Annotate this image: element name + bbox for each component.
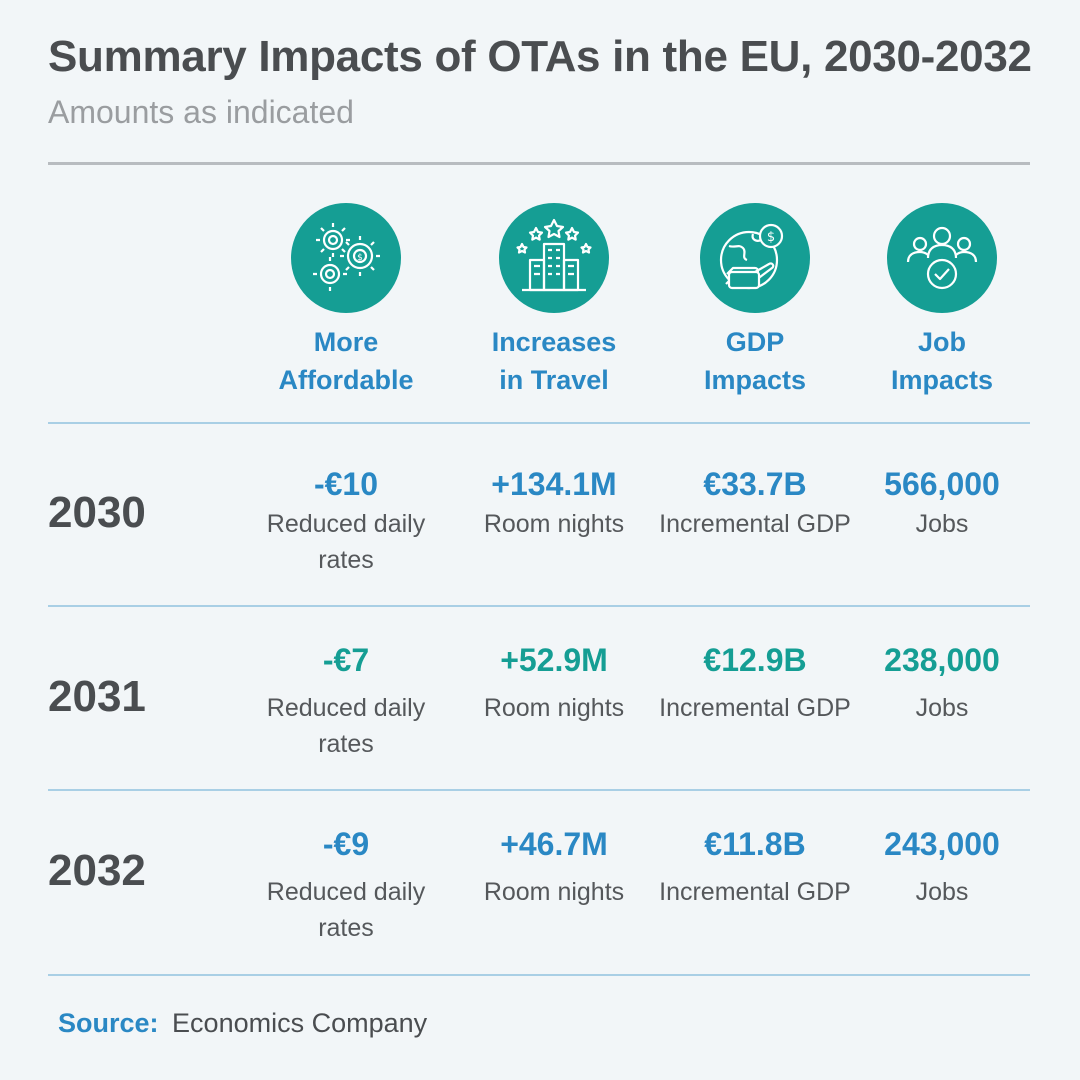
row-divider — [48, 422, 1030, 424]
cell-description: Room nights — [483, 878, 625, 906]
column-header-jobs: Job Impacts — [842, 203, 1042, 399]
column-header-affordable: $ More Affordable — [246, 203, 446, 399]
cell-description: Jobs — [915, 510, 969, 538]
cell-value: €11.8B — [704, 826, 806, 862]
row-divider — [48, 605, 1030, 607]
cell-description: Reduced daily rates — [266, 694, 426, 758]
table-cell: 243,000 Jobs — [842, 824, 1042, 910]
cell-value: -€10 — [313, 466, 379, 502]
cell-value: -€7 — [322, 642, 370, 678]
cell-description: Jobs — [915, 694, 969, 722]
cell-value: +52.9M — [500, 642, 608, 678]
cell-description: Reduced daily rates — [266, 878, 426, 942]
table-cell: -€7 Reduced daily rates — [246, 640, 446, 762]
hotel-stars-icon — [499, 203, 609, 313]
table-cell: €33.7B Incremental GDP — [655, 464, 855, 542]
cell-description: Jobs — [915, 878, 969, 906]
table-cell: -€9 Reduced daily rates — [246, 824, 446, 946]
cell-description: Incremental GDP — [659, 510, 851, 538]
year-label-2031: 2031 — [48, 672, 146, 721]
year-label-2032: 2032 — [48, 846, 146, 895]
source-label: Source: — [58, 1008, 159, 1038]
cell-value: €12.9B — [703, 642, 807, 678]
column-label: Job Impacts — [890, 327, 994, 395]
cell-description: Room nights — [483, 694, 625, 722]
table-cell: +134.1M Room nights — [454, 464, 654, 542]
column-header-gdp: $ GDP Impacts — [655, 203, 855, 399]
table-cell: €11.8B Incremental GDP — [655, 824, 855, 910]
source-text: Economics Company — [172, 1008, 428, 1038]
column-label: GDP Impacts — [703, 327, 807, 395]
gears-dollar-icon: $ — [291, 203, 401, 313]
cell-value: +46.7M — [500, 826, 608, 862]
cell-value: +134.1M — [491, 466, 617, 502]
table-cell: 566,000 Jobs — [842, 464, 1042, 542]
table-cell: 238,000 Jobs — [842, 640, 1042, 726]
cell-value: 238,000 — [884, 642, 1000, 678]
source-note: Source: Economics Company — [58, 1008, 427, 1039]
header-divider — [48, 162, 1030, 165]
cell-value: €33.7B — [703, 466, 807, 502]
table-cell: +46.7M Room nights — [454, 824, 654, 910]
cell-value: 243,000 — [884, 826, 1000, 862]
cell-description: Incremental GDP — [659, 694, 851, 722]
table-cell: €12.9B Incremental GDP — [655, 640, 855, 726]
svg-text:$: $ — [767, 230, 775, 245]
page-subtitle: Amounts as indicated — [48, 94, 354, 130]
cell-value: -€9 — [322, 826, 370, 862]
row-divider — [48, 974, 1030, 976]
row-divider — [48, 789, 1030, 791]
column-label: Increases in Travel — [491, 327, 617, 395]
cell-value: 566,000 — [884, 466, 1000, 502]
table-cell: +52.9M Room nights — [454, 640, 654, 726]
cell-description: Room nights — [483, 510, 625, 538]
year-label-2030: 2030 — [48, 488, 146, 537]
table-cell: -€10 Reduced daily rates — [246, 464, 446, 578]
column-label: More Affordable — [278, 327, 414, 395]
column-header-travel: Increases in Travel — [454, 203, 654, 399]
page-title: Summary Impacts of OTAs in the EU, 2030-… — [48, 32, 1032, 81]
svg-text:$: $ — [357, 253, 363, 263]
people-check-icon — [887, 203, 997, 313]
cell-description: Reduced daily rates — [266, 510, 426, 574]
globe-dollar-icon: $ — [700, 203, 810, 313]
cell-description: Incremental GDP — [659, 878, 851, 906]
